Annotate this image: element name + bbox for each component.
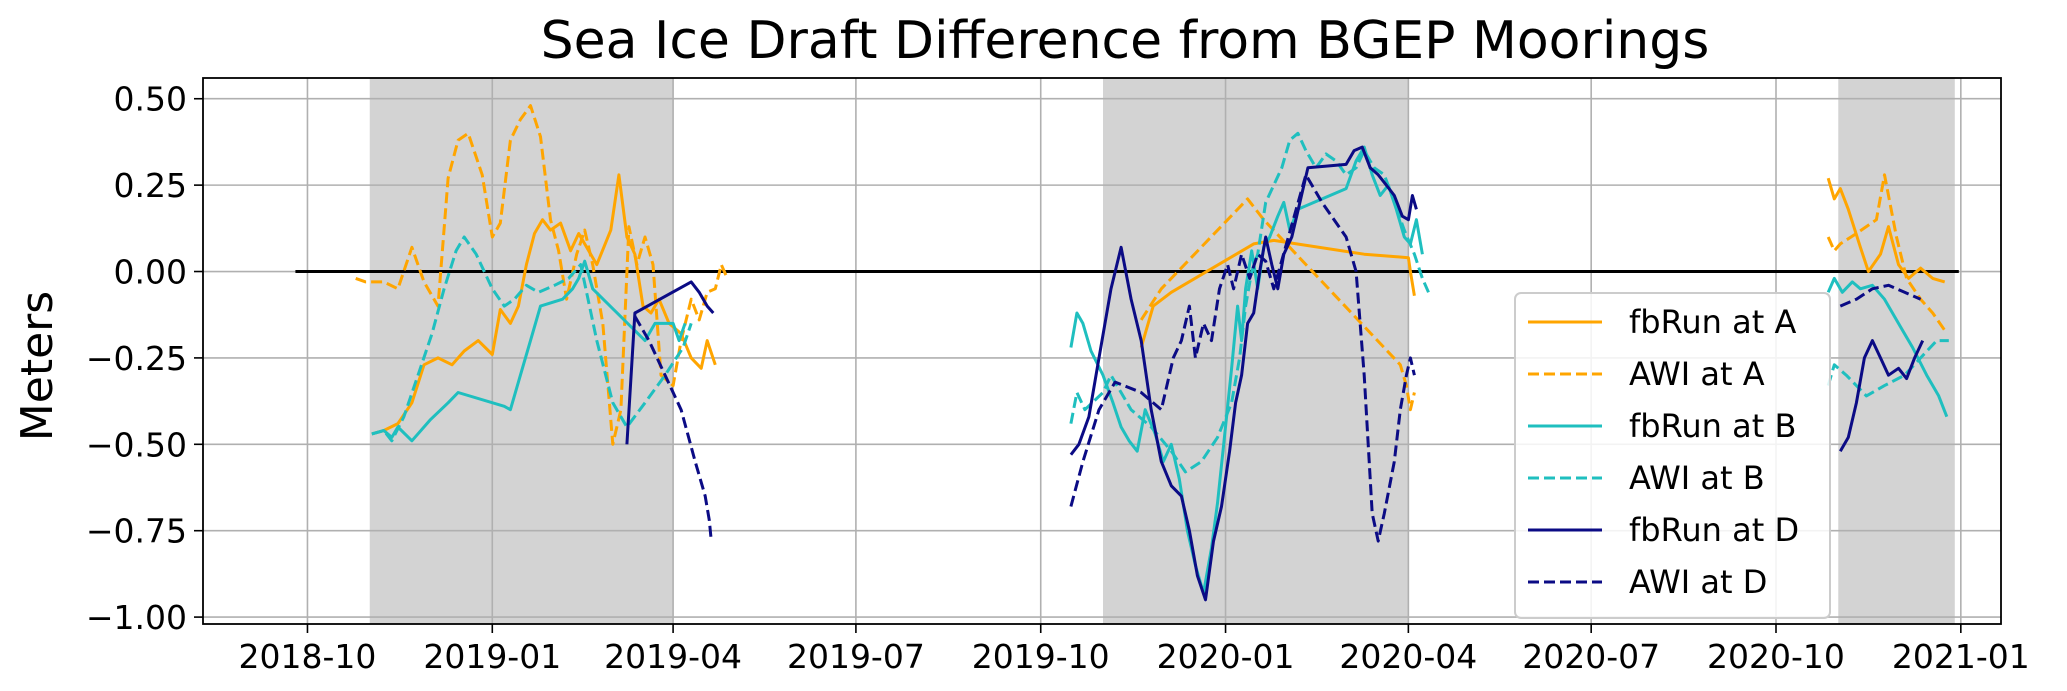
x-tick-label: 2019-04 xyxy=(604,637,742,676)
series-line xyxy=(1139,197,1416,412)
x-tick-label: 2018-10 xyxy=(239,637,377,676)
series-line xyxy=(1069,145,1418,602)
series-line xyxy=(1826,339,1949,398)
x-tick-label: 2020-07 xyxy=(1522,637,1660,676)
x-tick-label: 2020-10 xyxy=(1707,637,1845,676)
legend: fbRun at A AWI at A fbRun at B AWI at B fbRu… xyxy=(1514,292,1831,619)
x-tick-label: 2020-01 xyxy=(1157,637,1295,676)
series-line xyxy=(371,259,687,443)
x-tick-label: 2019-10 xyxy=(972,637,1110,676)
series-line xyxy=(371,173,717,436)
y-axis-ticks: 0.50 0.25 0.00 −0.25 −0.50 −0.75 −1.00 xyxy=(86,80,203,637)
data-series xyxy=(355,104,1949,602)
y-tick-label: 0.50 xyxy=(114,80,187,119)
series-line xyxy=(371,235,693,443)
x-tick-label: 2020-04 xyxy=(1339,637,1477,676)
legend-label: AWI at B xyxy=(1629,459,1765,497)
plot-frame-border xyxy=(202,77,2002,625)
series-line xyxy=(625,280,715,445)
legend-label: fbRun at B xyxy=(1629,407,1796,445)
x-tick-label: 2019-07 xyxy=(787,637,925,676)
series-line xyxy=(1826,173,1946,332)
x-tick-label: 2021-01 xyxy=(1892,637,2030,676)
shaded-period xyxy=(1838,78,1955,624)
series-line xyxy=(1826,177,1946,284)
x-axis-ticks: 2018-10 2019-01 2019-04 2019-07 2019-10 2020-… xyxy=(239,624,2030,676)
y-tick-label: −0.25 xyxy=(86,339,187,378)
legend-label: AWI at D xyxy=(1629,563,1767,601)
legend-label: fbRun at D xyxy=(1629,511,1799,549)
legend-label: AWI at A xyxy=(1629,355,1765,393)
y-tick-label: −1.00 xyxy=(86,598,187,637)
series-line xyxy=(1069,131,1430,474)
series-line xyxy=(633,315,713,542)
series-line xyxy=(1839,283,1922,308)
chart-title: Sea Ice Draft Difference from BGEP Moori… xyxy=(541,11,1710,71)
series-line xyxy=(1139,238,1416,348)
y-tick-label: −0.50 xyxy=(86,425,187,464)
shaded-period xyxy=(369,78,674,624)
shaded-period xyxy=(1103,78,1409,624)
series-line xyxy=(1069,145,1424,595)
series-line xyxy=(1839,339,1925,452)
y-axis-label: Meters xyxy=(12,291,63,441)
plot-frame xyxy=(202,77,2002,625)
x-tick-label: 2019-01 xyxy=(423,637,561,676)
y-tick-label: 0.00 xyxy=(114,253,187,292)
legend-label: fbRun at A xyxy=(1629,303,1796,341)
y-tick-label: 0.25 xyxy=(114,166,187,205)
series-line xyxy=(1826,276,1949,418)
y-tick-label: −0.75 xyxy=(86,512,187,551)
series-line xyxy=(1069,173,1416,543)
